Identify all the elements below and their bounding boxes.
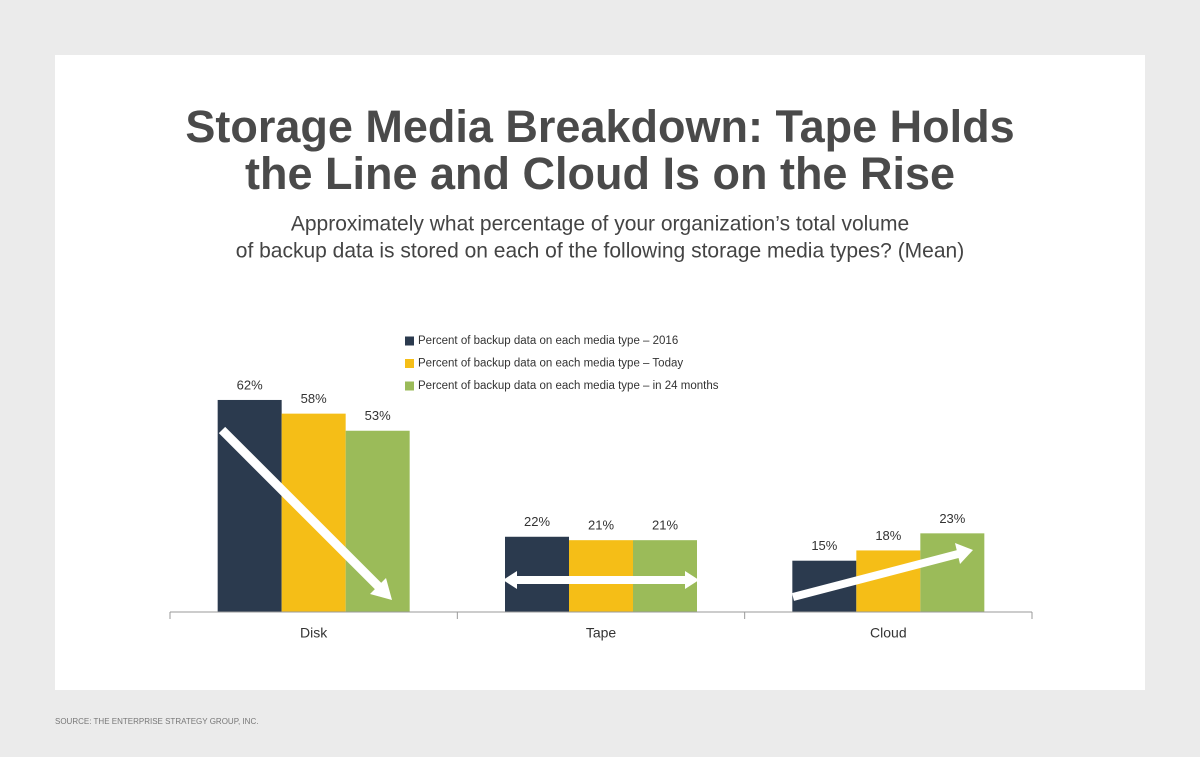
chart-title: the Line and Cloud Is on the Rise (245, 148, 955, 199)
legend-swatch (405, 359, 414, 368)
arrowhead (370, 578, 392, 600)
value-label: 23% (939, 511, 965, 526)
bar (920, 533, 985, 612)
value-label: 58% (301, 391, 327, 406)
x-tick-label: Cloud (870, 625, 907, 641)
chart-title: Storage Media Breakdown: Tape Holds (185, 101, 1014, 152)
value-label: 53% (365, 408, 391, 423)
x-tick-label: Disk (300, 625, 328, 641)
value-label: 18% (875, 528, 901, 543)
value-label: 21% (588, 518, 614, 533)
arrowhead (955, 543, 973, 564)
trend-arrows (218, 426, 973, 601)
legend-label: Percent of backup data on each media typ… (418, 335, 678, 347)
value-label: 15% (811, 538, 837, 553)
arrowhead (685, 571, 699, 589)
arrowhead (503, 571, 517, 589)
value-label: 62% (237, 377, 263, 392)
legend-swatch (405, 381, 414, 391)
source: SOURCE: THE ENTERPRISE STRATEGY GROUP, I… (55, 717, 258, 726)
x-tick-label: Tape (586, 625, 617, 641)
value-label: 21% (652, 518, 678, 533)
bar (281, 413, 346, 612)
legend-label: Percent of backup data on each media typ… (418, 358, 683, 370)
value-label: 22% (524, 514, 550, 529)
subtitle: Approximately what percentage of your or… (291, 213, 909, 236)
subtitle: of backup data is stored on each of the … (236, 240, 964, 263)
arrow (791, 550, 960, 601)
legend-swatch (405, 336, 414, 346)
legend-label: Percent of backup data on each media typ… (418, 380, 719, 392)
arrow (218, 426, 384, 592)
